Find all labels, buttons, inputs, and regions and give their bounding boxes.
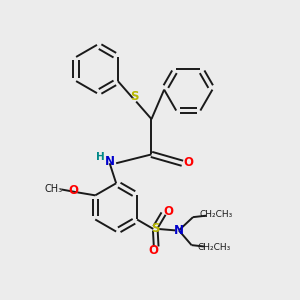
Text: CH₂CH₃: CH₂CH₃ (198, 243, 231, 252)
Text: O: O (148, 244, 158, 257)
Text: CH₃: CH₃ (45, 184, 63, 194)
Text: O: O (163, 205, 173, 218)
Text: S: S (130, 90, 138, 103)
Text: O: O (184, 156, 194, 169)
Text: N: N (105, 155, 115, 168)
Text: N: N (174, 224, 184, 237)
Text: O: O (68, 184, 78, 197)
Text: H: H (97, 152, 105, 162)
Text: CH₂CH₃: CH₂CH₃ (199, 210, 232, 219)
Text: S: S (151, 222, 160, 236)
